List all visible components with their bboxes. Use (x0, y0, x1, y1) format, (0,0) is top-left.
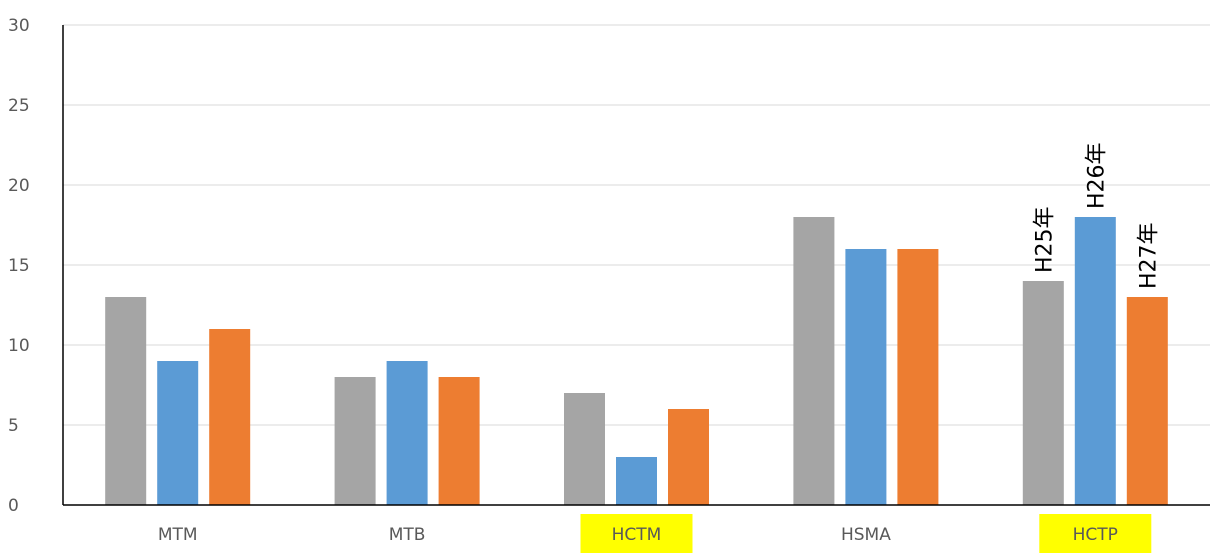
category-highlight (1039, 514, 1152, 553)
x-axis-labels: MTM MTB HCTM HSMA HCTP (158, 525, 1118, 545)
y-tick-label: 20 (8, 176, 30, 196)
category-highlights (580, 514, 1152, 553)
bar (564, 393, 605, 505)
y-tick-label: 15 (8, 256, 30, 276)
bar (386, 361, 428, 505)
x-category-label: HSMA (841, 525, 891, 545)
series-label: H25年 (1032, 206, 1057, 273)
y-tick-label: 10 (8, 336, 30, 356)
bar (845, 249, 887, 505)
bar (616, 457, 657, 505)
axes (62, 25, 1210, 506)
bar (1126, 297, 1168, 505)
bars (105, 217, 1168, 505)
category-highlight (580, 514, 693, 553)
bar (1074, 217, 1116, 505)
x-category-label: HCTP (1073, 525, 1118, 545)
bar (668, 409, 709, 505)
bar (897, 249, 939, 505)
bar (334, 377, 376, 505)
bar (793, 217, 835, 505)
y-axis-ticks: 0 5 10 15 20 25 30 (8, 16, 30, 516)
x-category-label: HCTM (612, 525, 662, 545)
bar (438, 377, 480, 505)
x-category-label: MTB (389, 525, 426, 545)
y-tick-label: 5 (8, 416, 19, 436)
bar (1022, 281, 1064, 505)
y-tick-label: 25 (8, 96, 30, 116)
series-label: H27年 (1136, 222, 1161, 289)
bar (209, 329, 251, 505)
y-tick-label: 30 (8, 16, 30, 36)
y-tick-label: 0 (8, 496, 19, 516)
bar (157, 361, 199, 505)
bar (105, 297, 147, 505)
gridlines (63, 24, 1210, 426)
series-label: H26年 (1084, 142, 1109, 209)
x-category-label: MTM (158, 525, 198, 545)
series-labels: H25年 H26年 H27年 (1032, 142, 1161, 289)
